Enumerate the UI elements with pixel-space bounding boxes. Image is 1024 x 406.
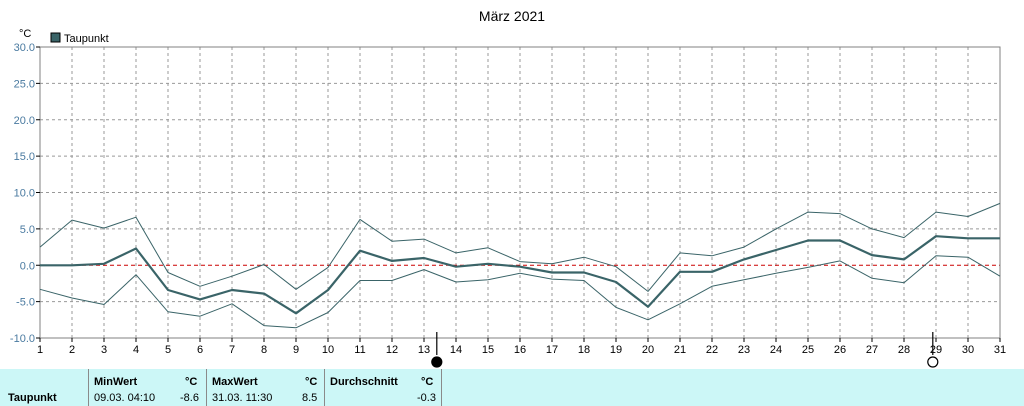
x-tick-label: 1 [37,344,43,356]
x-tick-label: 29 [930,344,942,356]
x-tick-label: 22 [706,344,718,356]
x-tick-label: 15 [482,344,494,356]
max-cell: MaxWert °C 31.03. 11:30 8.5 [206,369,324,406]
series-line-dewpoint [40,235,1000,315]
new-moon-icon [431,356,443,368]
stats-row-label: Taupunkt [8,392,57,404]
y-tick-label: -5.0 [16,297,35,309]
min-unit: °C [185,376,198,388]
series-line-max [39,202,1001,292]
x-tick-label: 4 [133,344,139,356]
x-tick-label: 18 [578,344,590,356]
legend-label: Taupunkt [64,33,109,45]
series-lines [39,202,1001,329]
y-tick-label: 0.0 [20,260,35,272]
stats-panel: Taupunkt MinWert °C 09.03. 04:10 -8.6 Ma… [0,369,1024,406]
min-header: MinWert [94,376,138,388]
avg-cell: Durchschnitt °C -0.3 [324,369,442,406]
y-axis-unit: °C [19,28,31,40]
min-value: -8.6 [180,392,199,404]
moon-markers [431,332,939,368]
x-tick-label: 12 [386,344,398,356]
x-tick-label: 7 [229,344,235,356]
full-moon-icon [927,356,939,368]
chart: März 2021 °C Taupunkt 30.025.020.015.010… [10,8,1006,368]
min-cell: MinWert °C 09.03. 04:10 -8.6 [88,369,206,406]
y-tick-label: -10.0 [10,333,35,345]
y-tick-label: 25.0 [14,78,35,90]
y-tick-label: 10.0 [14,188,35,200]
x-tick-label: 8 [261,344,267,356]
series-line-min [39,255,1001,329]
legend-swatch [50,32,61,43]
x-tick-label: 5 [165,344,171,356]
grid [40,47,1000,338]
x-tick-label: 31 [994,344,1006,356]
y-tick-label: 5.0 [20,224,35,236]
max-datetime: 31.03. 11:30 [212,392,273,404]
x-tick-label: 24 [770,344,782,356]
x-tick-label: 6 [197,344,203,356]
chart-title: März 2021 [479,8,545,24]
max-header: MaxWert [212,376,258,388]
x-axis: 1 2 3 4 5 6 7 8 9 10 11 12 13 14 15 16 17 18 19 20 21 22 23 24 2… [37,338,1006,356]
max-value: 8.5 [302,392,318,404]
x-tick-label: 20 [642,344,654,356]
x-tick-label: 10 [322,344,334,356]
x-tick-label: 2 [69,344,75,356]
avg-header: Durchschnitt [330,376,398,388]
avg-unit: °C [421,376,434,388]
x-tick-label: 16 [514,344,526,356]
y-tick-label: 15.0 [14,151,35,163]
x-tick-label: 14 [450,344,462,356]
x-tick-label: 19 [610,344,622,356]
x-tick-label: 3 [101,344,107,356]
x-tick-label: 27 [866,344,878,356]
x-tick-label: 23 [738,344,750,356]
x-tick-label: 30 [962,344,974,356]
y-axis: 30.0 25.0 20.0 15.0 10.0 5.0 0.0 -5.0 -10.0 [10,42,40,345]
x-tick-label: 21 [674,344,686,356]
y-tick-label: 30.0 [14,42,35,54]
x-tick-label: 13 [418,344,430,356]
x-tick-label: 26 [834,344,846,356]
x-tick-label: 17 [546,344,558,356]
y-tick-label: 20.0 [14,115,35,127]
x-tick-label: 11 [354,344,365,356]
avg-value: -0.3 [417,392,436,404]
x-tick-label: 25 [802,344,814,356]
max-unit: °C [305,376,318,388]
x-tick-label: 9 [293,344,299,356]
min-datetime: 09.03. 04:10 [94,392,156,404]
x-tick-label: 28 [898,344,910,356]
